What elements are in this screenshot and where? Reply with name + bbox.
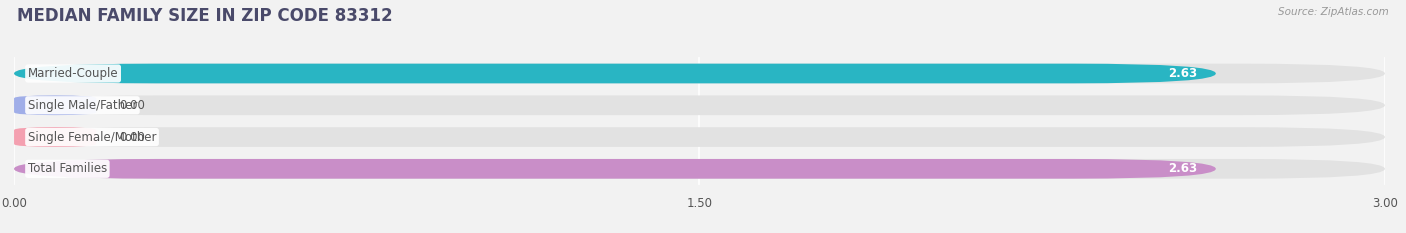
- Text: Total Families: Total Families: [28, 162, 107, 175]
- Text: 2.63: 2.63: [1168, 67, 1198, 80]
- FancyBboxPatch shape: [14, 127, 1385, 147]
- Text: Source: ZipAtlas.com: Source: ZipAtlas.com: [1278, 7, 1389, 17]
- Text: Single Female/Mother: Single Female/Mother: [28, 130, 156, 144]
- FancyBboxPatch shape: [14, 96, 96, 115]
- FancyBboxPatch shape: [14, 64, 1216, 83]
- FancyBboxPatch shape: [14, 96, 1385, 115]
- FancyBboxPatch shape: [14, 159, 1216, 179]
- FancyBboxPatch shape: [14, 127, 96, 147]
- Text: MEDIAN FAMILY SIZE IN ZIP CODE 83312: MEDIAN FAMILY SIZE IN ZIP CODE 83312: [17, 7, 392, 25]
- Text: 0.00: 0.00: [120, 99, 145, 112]
- Text: Single Male/Father: Single Male/Father: [28, 99, 138, 112]
- Text: 2.63: 2.63: [1168, 162, 1198, 175]
- FancyBboxPatch shape: [14, 159, 1385, 179]
- Text: Married-Couple: Married-Couple: [28, 67, 118, 80]
- Text: 0.00: 0.00: [120, 130, 145, 144]
- FancyBboxPatch shape: [14, 64, 1385, 83]
